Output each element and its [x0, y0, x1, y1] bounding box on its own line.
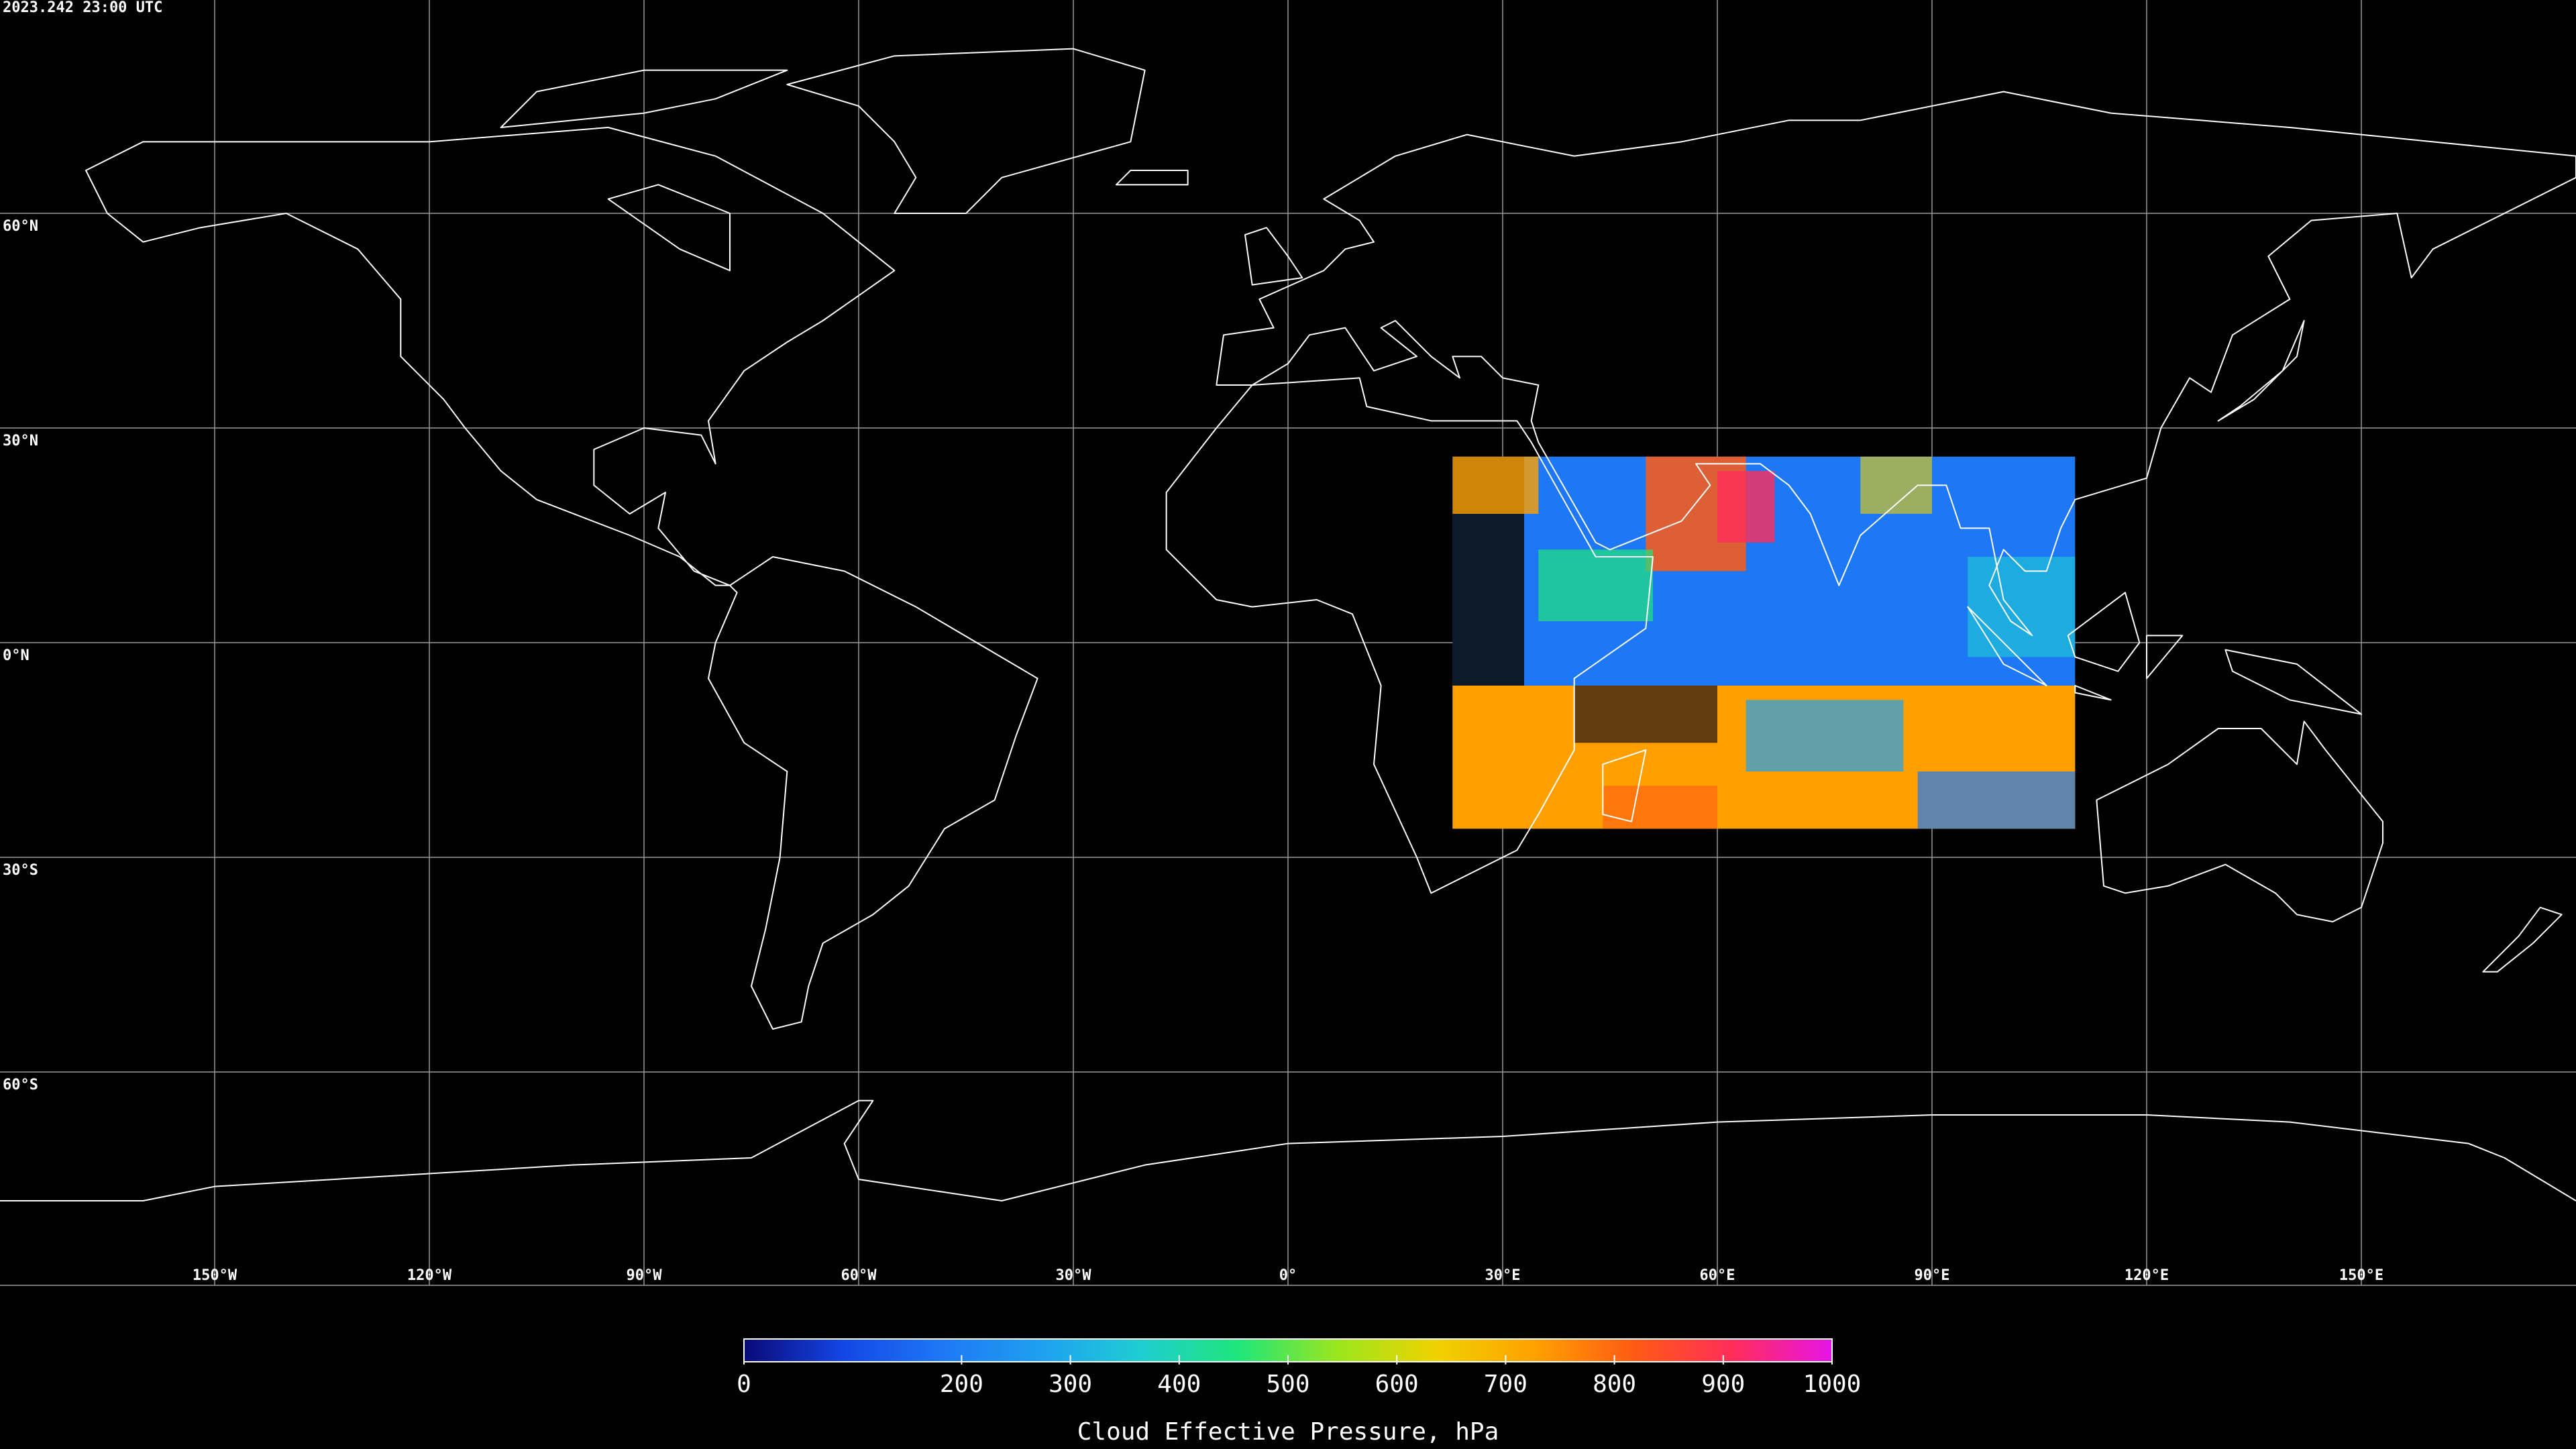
longitude-label: 150°E — [2339, 1267, 2383, 1284]
longitude-label: 90°W — [627, 1267, 663, 1284]
colorbar-tick-label: 700 — [1484, 1371, 1527, 1398]
longitude-label: 90°E — [1915, 1267, 1950, 1284]
latitude-label: 0°N — [3, 647, 30, 664]
graticule-labels: 60°N 30°N 0°N 30°S 60°S 150°W 120°W 90°W 60°W 30°… — [3, 218, 2383, 1284]
longitude-label: 120°W — [407, 1267, 452, 1284]
cloud-swath — [1452, 456, 2076, 829]
colorbar-tick-label: 0 — [737, 1371, 751, 1398]
colorbar-tick-label: 1000 — [1803, 1371, 1862, 1398]
timestamp: 2023.242 23:00 UTC — [3, 0, 162, 16]
longitude-label: 120°E — [2125, 1267, 2169, 1284]
longitude-label: 0° — [1279, 1267, 1297, 1284]
colorbar-tick-label: 400 — [1157, 1371, 1201, 1398]
colorbar-tick-label: 900 — [1701, 1371, 1745, 1398]
latitude-label: 30°S — [3, 862, 38, 879]
colorbar: 0 200 300 400 500 600 700 800 900 1000 Cloud Effec… — [737, 1338, 1862, 1446]
colorbar-tick-label: 200 — [940, 1371, 983, 1398]
colorbar-tick-label: 500 — [1266, 1371, 1309, 1398]
latitude-label: 30°N — [3, 433, 38, 449]
latitude-label: 60°S — [3, 1077, 38, 1093]
longitude-label: 60°W — [841, 1267, 877, 1284]
longitude-label: 60°E — [1700, 1267, 1735, 1284]
coastlines — [0, 49, 2576, 1201]
colorbar-title: Cloud Effective Pressure, hPa — [1077, 1418, 1499, 1446]
colorbar-tick-label: 300 — [1049, 1371, 1092, 1398]
longitude-label: 30°W — [1056, 1267, 1092, 1284]
colorbar-tick-label: 800 — [1593, 1371, 1636, 1398]
longitude-label: 150°W — [193, 1267, 237, 1284]
latitude-label: 60°N — [3, 218, 38, 235]
colorbar-tick-label: 600 — [1375, 1371, 1419, 1398]
longitude-label: 30°E — [1485, 1267, 1521, 1284]
